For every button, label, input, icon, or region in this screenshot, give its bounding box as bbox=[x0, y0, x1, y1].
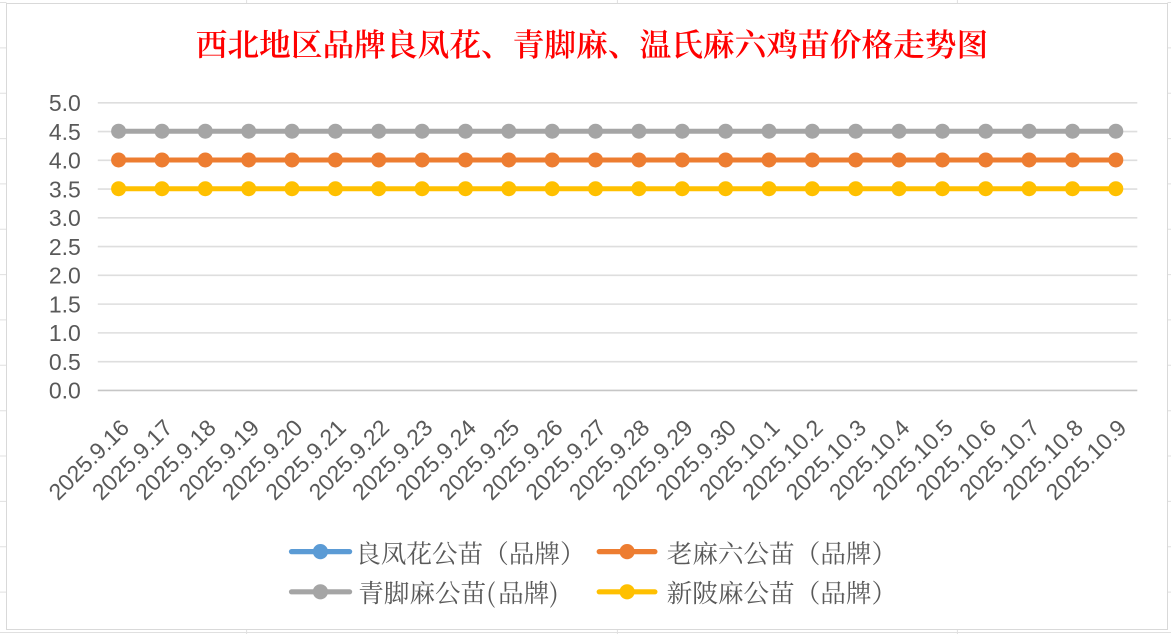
svg-text:4.0: 4.0 bbox=[49, 148, 81, 174]
svg-text:1.5: 1.5 bbox=[49, 291, 81, 317]
svg-text:5.0: 5.0 bbox=[49, 90, 81, 116]
svg-text:0.0: 0.0 bbox=[49, 378, 81, 404]
svg-text:4.5: 4.5 bbox=[49, 119, 81, 145]
svg-text:1.0: 1.0 bbox=[49, 320, 81, 346]
svg-text:2.0: 2.0 bbox=[49, 263, 81, 289]
svg-text:2.5: 2.5 bbox=[49, 234, 81, 260]
svg-text:3.5: 3.5 bbox=[49, 176, 81, 202]
svg-text:0.5: 0.5 bbox=[49, 349, 81, 375]
svg-text:3.0: 3.0 bbox=[49, 205, 81, 231]
